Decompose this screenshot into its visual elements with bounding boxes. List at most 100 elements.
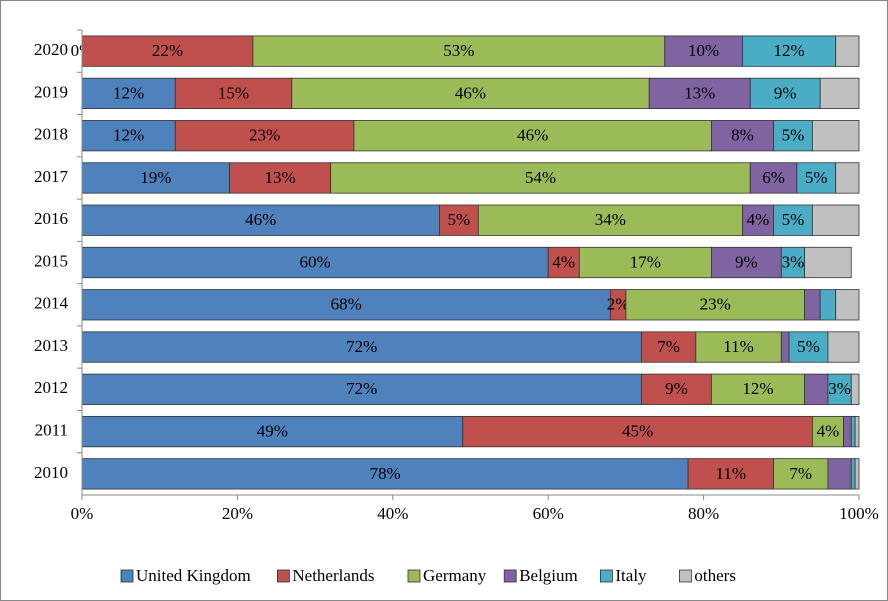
data-label: 12%: [742, 379, 773, 398]
bar-segment: [742, 35, 837, 67]
legend-label: United Kingdom: [136, 566, 251, 585]
x-tick-label: 100%: [839, 504, 879, 523]
data-label: 72%: [346, 379, 377, 398]
x-tick-label: 40%: [377, 504, 408, 523]
bar-segment: [664, 35, 743, 67]
data-label: 7%: [657, 337, 680, 356]
data-label: 5%: [805, 168, 828, 187]
legend-label: Netherlands: [292, 566, 374, 585]
bar-segment: [81, 415, 464, 448]
bar-segment: [174, 77, 293, 110]
bar-segment: [749, 77, 821, 110]
bar-segment: [648, 77, 751, 110]
bar-segment: [804, 289, 821, 321]
bar-segment: [827, 331, 860, 363]
data-label: 13%: [265, 168, 296, 187]
data-label: 5%: [782, 210, 805, 229]
bar-segment: [625, 289, 806, 321]
y-tick-label: 2020: [34, 40, 68, 59]
data-label: 12%: [773, 41, 804, 60]
bar-segment: [835, 289, 860, 321]
bar-segment: [811, 204, 860, 236]
bar-segment: [81, 458, 689, 490]
bar-segment: [81, 162, 231, 194]
data-label: 54%: [525, 168, 556, 187]
data-label: 23%: [249, 126, 280, 145]
data-label: 45%: [622, 421, 653, 440]
data-label: 4%: [817, 421, 840, 440]
bar-segment: [578, 246, 712, 279]
data-label: 5%: [448, 210, 471, 229]
bar-segment: [773, 204, 813, 236]
bar-segment: [835, 35, 860, 67]
data-label: 12%: [113, 126, 144, 145]
data-label: 68%: [331, 295, 362, 314]
bar-segment: [695, 331, 782, 363]
bar-segment: [811, 120, 860, 152]
bar-segment: [174, 120, 355, 152]
legend-swatch: [407, 569, 421, 583]
data-label: 13%: [684, 83, 715, 102]
data-label: 46%: [455, 83, 486, 102]
data-label: 15%: [218, 83, 249, 102]
y-tick-label: 2014: [34, 294, 69, 313]
data-label: 46%: [517, 126, 548, 145]
data-label: 2%: [607, 295, 630, 314]
bar-segment: [804, 246, 852, 279]
legend-label: others: [694, 566, 736, 585]
data-label: 10%: [688, 41, 719, 60]
bar-segment: [749, 162, 798, 194]
bar-segment: [81, 331, 642, 363]
data-label: 60%: [300, 252, 331, 271]
bar-segment: [850, 458, 856, 490]
data-label: 9%: [735, 252, 758, 271]
bar-segment: [81, 204, 440, 236]
data-label: 11%: [723, 337, 754, 356]
bar-segment: [547, 246, 580, 279]
y-tick-label: 2019: [34, 82, 68, 101]
bar-segment: [780, 331, 790, 363]
legend-swatch: [600, 569, 613, 583]
data-label: 9%: [665, 379, 688, 398]
y-tick-label: 2010: [34, 463, 68, 482]
bar-segment: [819, 77, 860, 110]
y-tick-label: 2012: [34, 378, 68, 397]
data-label: 11%: [716, 464, 747, 483]
bar-segment: [252, 35, 666, 67]
legend-swatch: [679, 569, 692, 583]
data-label: 4%: [552, 252, 575, 271]
bar-segment: [854, 458, 860, 490]
legend-label: Belgium: [519, 566, 578, 585]
y-tick-label: 2016: [34, 209, 68, 228]
bar-segment: [710, 120, 774, 152]
data-label: 3%: [782, 252, 805, 271]
bar-segment: [81, 120, 176, 152]
data-label: 53%: [443, 41, 474, 60]
data-label: 9%: [774, 83, 797, 102]
data-label: 49%: [257, 421, 288, 440]
legend-swatch: [120, 569, 134, 583]
data-label: 12%: [113, 83, 144, 102]
data-label: 3%: [828, 379, 851, 398]
bar-segment: [788, 331, 829, 363]
bar-segment: [462, 415, 813, 448]
bar-segment: [796, 162, 837, 194]
bar-segment: [835, 162, 860, 194]
data-label: 46%: [245, 210, 276, 229]
bar-segment: [439, 204, 479, 236]
data-label: 72%: [346, 337, 377, 356]
bar-segment: [641, 331, 697, 363]
bar-segment: [477, 204, 743, 236]
data-label: 34%: [595, 210, 626, 229]
bar-segment: [850, 373, 860, 405]
x-tick-label: 20%: [222, 504, 253, 523]
y-tick-label: 2017: [34, 167, 69, 186]
bar-segment: [804, 373, 829, 405]
legend-label: Italy: [615, 566, 647, 585]
bar-segment: [850, 415, 856, 448]
legend-swatch: [503, 569, 517, 583]
data-label: 22%: [152, 41, 183, 60]
data-label: 8%: [731, 126, 754, 145]
data-label: 4%: [747, 210, 770, 229]
